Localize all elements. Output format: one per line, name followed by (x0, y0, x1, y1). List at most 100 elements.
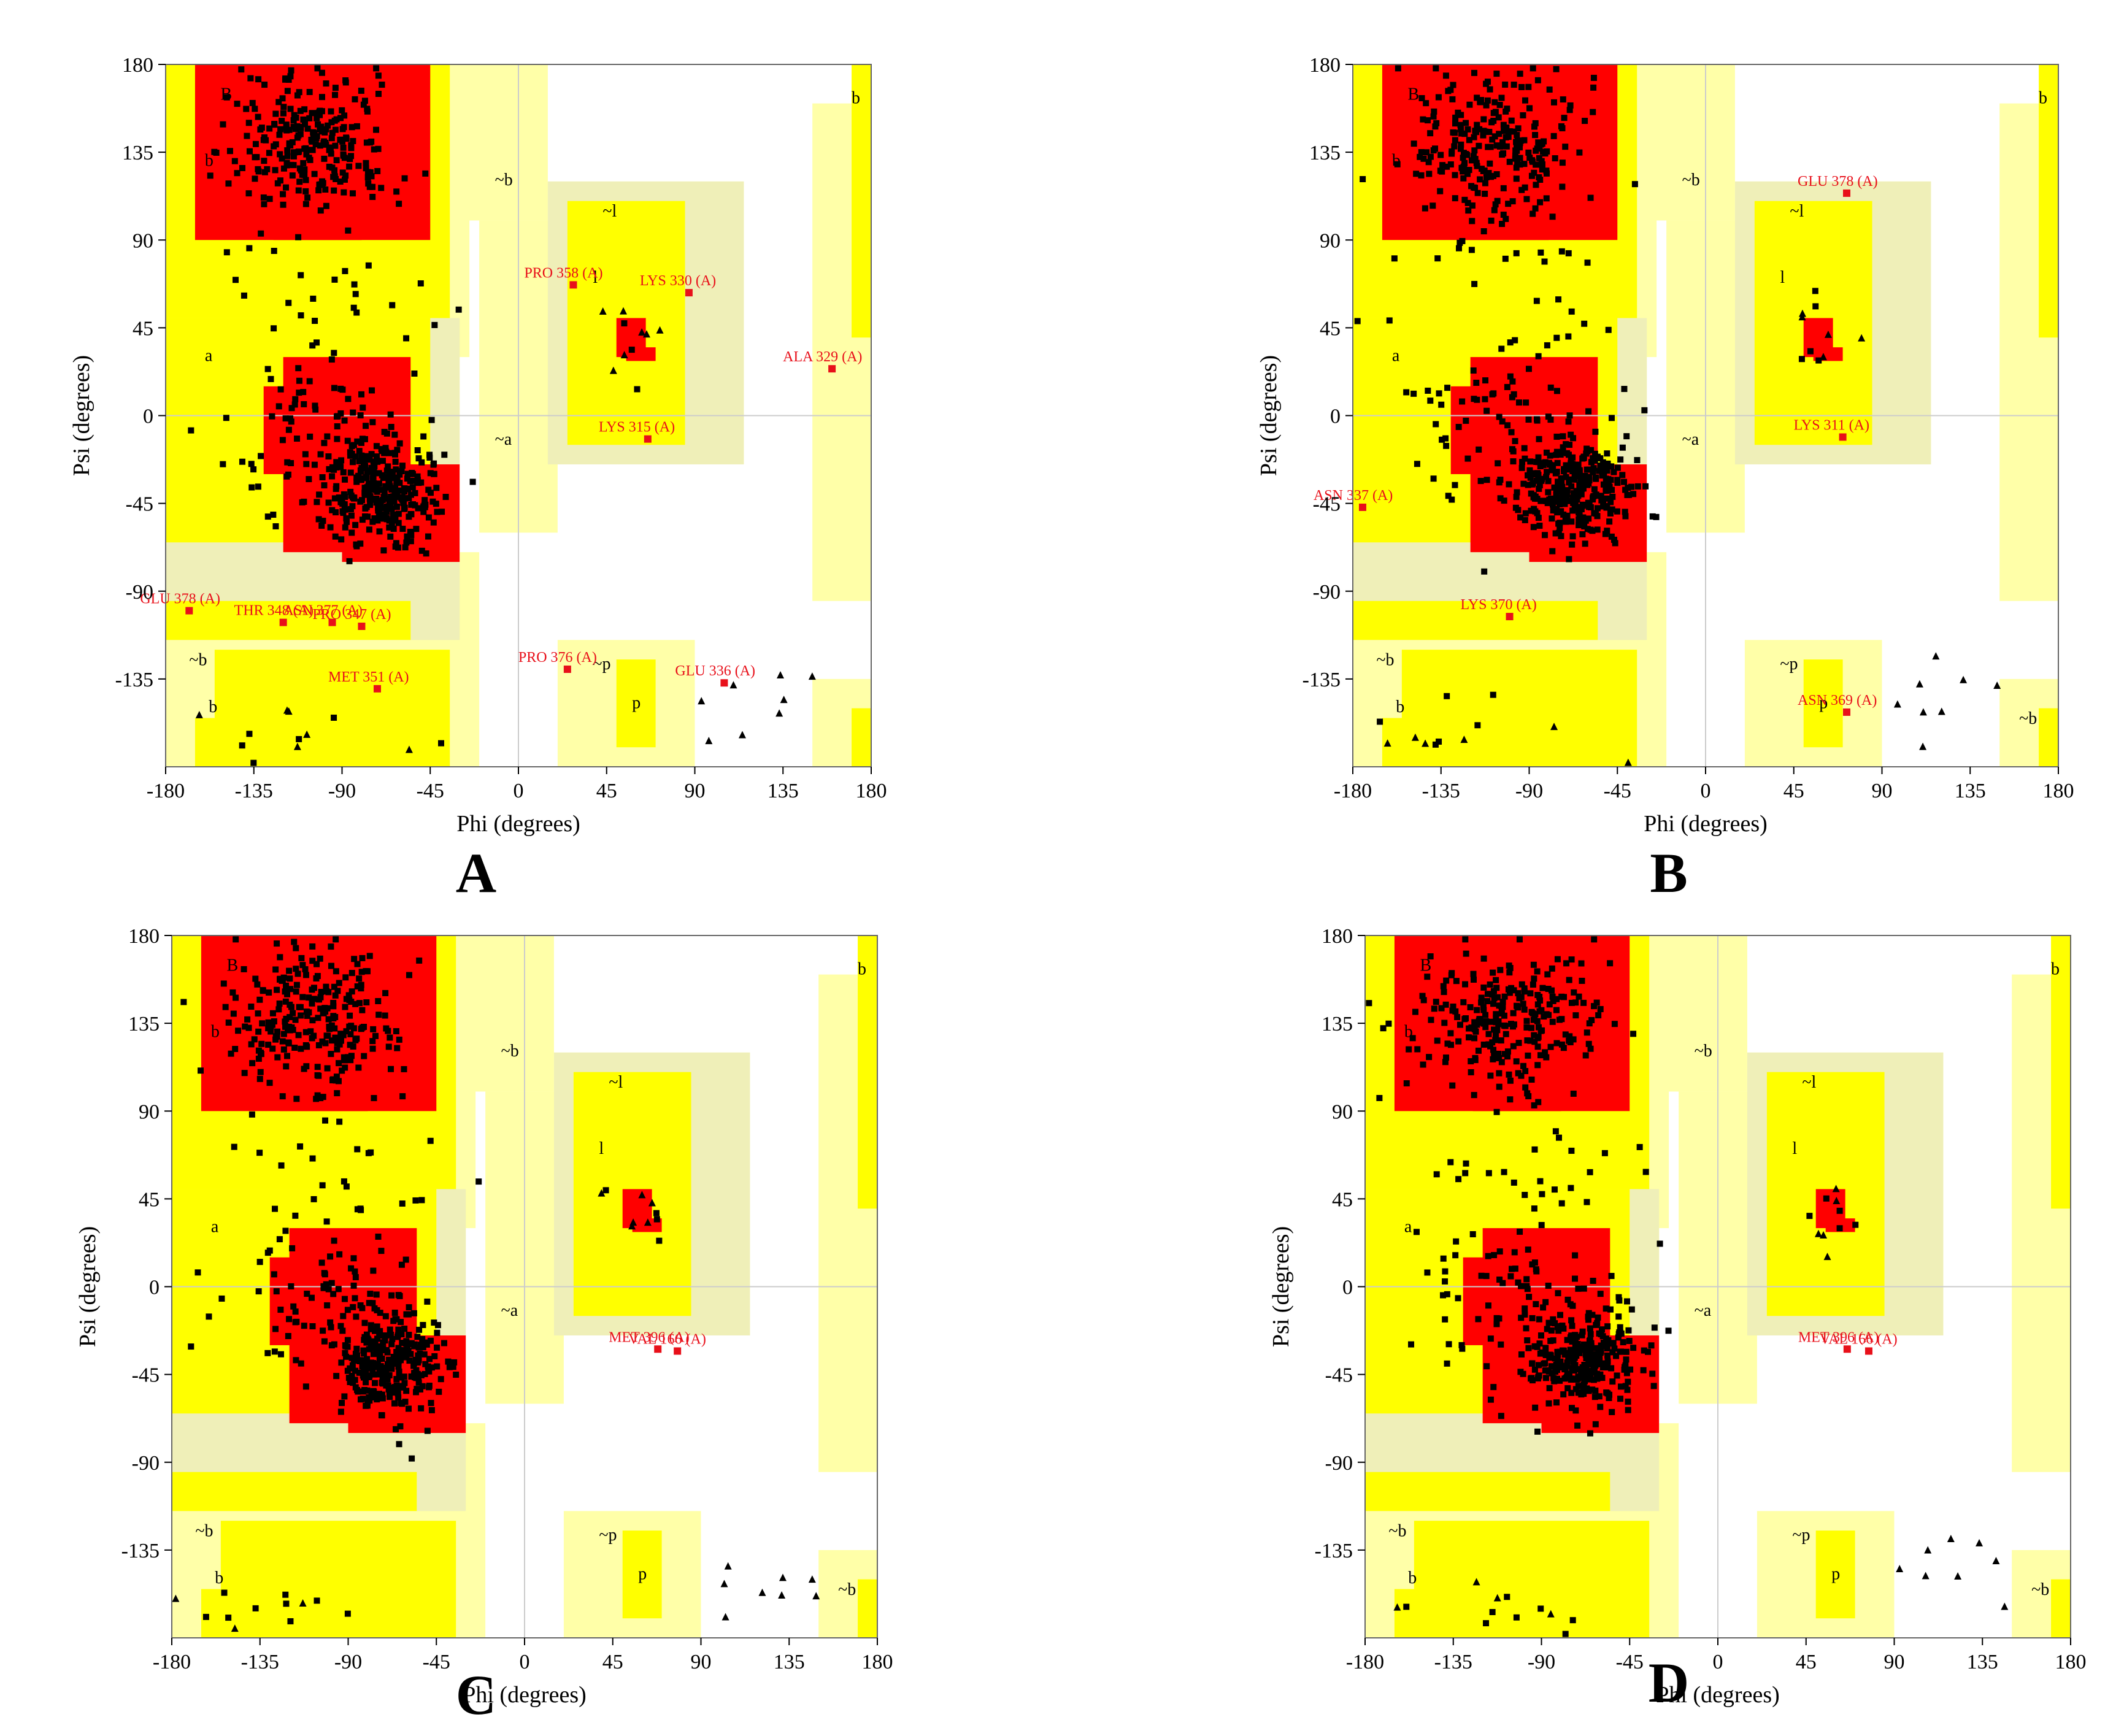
residue-point (346, 997, 353, 1004)
residue-point (291, 401, 298, 408)
residue-point (1538, 1222, 1545, 1229)
residue-point (280, 1031, 287, 1037)
residue-point (441, 451, 448, 458)
residue-point (314, 65, 321, 72)
residue-point (341, 1393, 348, 1400)
residue-point (1513, 250, 1520, 256)
residue-point (239, 164, 246, 171)
residue-point (1558, 248, 1565, 255)
residue-point (1554, 459, 1561, 466)
residue-point (364, 467, 371, 474)
residue-point (1537, 997, 1544, 1004)
residue-point (340, 151, 347, 158)
residue-point (1572, 1252, 1579, 1259)
residue-point (1489, 991, 1496, 998)
residue-point (1544, 148, 1550, 155)
residue-point (395, 510, 402, 517)
residue-point (1537, 1178, 1544, 1185)
residue-point (1514, 147, 1520, 154)
residue-point (1456, 1021, 1463, 1028)
residue-point (428, 1364, 435, 1371)
residue-point (1582, 1052, 1589, 1059)
allowed-region (172, 1472, 417, 1511)
residue-point (359, 517, 366, 523)
residue-point (415, 1379, 422, 1386)
residue-point (1560, 1045, 1567, 1051)
residue-point (1587, 1325, 1593, 1332)
residue-point (297, 131, 304, 137)
residue-point (1579, 1332, 1585, 1338)
residue-point (334, 1040, 341, 1047)
residue-point (410, 477, 417, 484)
residue-point (1604, 1390, 1611, 1397)
residue-point-glycine (620, 351, 628, 359)
residue-point (1599, 1360, 1606, 1367)
residue-point (321, 440, 328, 447)
residue-point (1566, 442, 1573, 448)
residue-point (1648, 1342, 1655, 1349)
residue-point (1585, 408, 1592, 415)
residue-point (360, 404, 366, 411)
residue-point (1604, 1352, 1611, 1359)
y-tick-label: 135 (1322, 1013, 1353, 1035)
residue-point (374, 1335, 381, 1342)
residue-point (297, 107, 304, 114)
residue-point (1586, 1020, 1593, 1027)
residue-point (1545, 1012, 1552, 1018)
residue-point (1649, 1370, 1656, 1377)
residue-point (1550, 997, 1556, 1004)
residue-point (333, 936, 339, 943)
residue-point (433, 485, 440, 491)
residue-point (343, 518, 350, 525)
residue-point (1596, 467, 1603, 474)
residue-point (1553, 388, 1560, 394)
residue-point (380, 474, 387, 481)
residue-point (280, 110, 287, 117)
residue-point (1462, 936, 1469, 943)
residue-point (225, 1615, 232, 1621)
residue-point (367, 502, 374, 509)
residue-point (1547, 1043, 1554, 1050)
residue-point (367, 496, 374, 503)
residue-point (352, 1001, 359, 1007)
residue-point (1527, 1037, 1534, 1044)
residue-point (408, 532, 415, 539)
residue-point (1536, 993, 1543, 1000)
residue-point (1438, 401, 1445, 408)
residue-point (296, 165, 303, 172)
residue-point (1470, 970, 1477, 977)
residue-point (1550, 498, 1557, 505)
residue-point (310, 985, 317, 991)
residue-point (1504, 1048, 1511, 1055)
residue-point (311, 171, 318, 177)
residue-point (351, 956, 358, 962)
residue-point (231, 158, 238, 164)
residue-point (420, 1322, 426, 1329)
residue-point (388, 486, 395, 493)
residue-point (382, 989, 389, 996)
residue-point (1623, 433, 1630, 440)
residue-point (367, 1322, 374, 1329)
residue-point (1617, 456, 1624, 463)
residue-point (1593, 475, 1599, 482)
residue-point (321, 482, 328, 489)
residue-point (1547, 417, 1554, 423)
residue-point (337, 1323, 344, 1329)
outlier-point (1506, 613, 1514, 621)
residue-point (275, 99, 282, 106)
residue-point (1553, 1007, 1560, 1013)
residue-point (1579, 977, 1585, 984)
x-tick-label: 180 (856, 780, 887, 802)
residue-point (309, 1035, 315, 1042)
region-letter: p (1831, 1565, 1840, 1584)
residue-point (1440, 1255, 1447, 1262)
residue-point (306, 1009, 312, 1016)
y-tick-label: -90 (1325, 1452, 1353, 1475)
residue-point (360, 101, 367, 108)
residue-point (1555, 529, 1562, 536)
residue-point (266, 196, 273, 202)
residue-point (1460, 155, 1466, 161)
outlier-point (358, 623, 366, 630)
residue-point (1508, 429, 1515, 436)
residue-point (375, 91, 382, 98)
